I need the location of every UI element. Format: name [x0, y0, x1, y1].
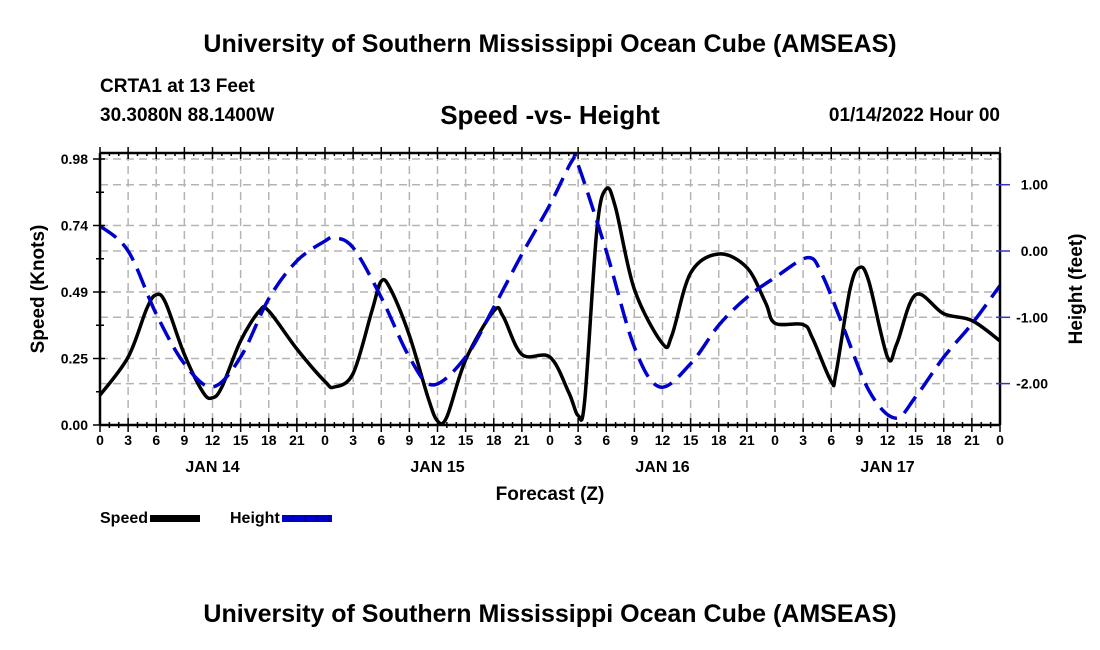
y-tick-label: 0.25 — [61, 351, 88, 367]
series-layer — [98, 152, 1002, 426]
x-tick-label: 21 — [289, 432, 305, 448]
axis-labels: 0 3 6 9 12 15 18 21 0 3 6 9 12 15 18 21 0 3 6 9 12 15 18 21 0 3 6 9… — [28, 151, 1087, 505]
x-tick-label: 9 — [405, 432, 413, 448]
chart-subtitle: Speed -vs- Height — [440, 100, 660, 130]
main-title: University of Southern Mississippi Ocean… — [203, 30, 897, 58]
x-tick-label: 12 — [880, 432, 896, 448]
x-tick-label: 3 — [124, 432, 132, 448]
x-tick-label: 15 — [683, 432, 699, 448]
x-tick-label: 0 — [546, 432, 554, 448]
legend-height: Height — [230, 510, 332, 528]
legend-speed-label: Speed — [100, 510, 149, 527]
axes — [93, 147, 1010, 432]
footer-title: University of Southern Mississippi Ocean… — [203, 600, 897, 628]
x-tick-label: 0 — [321, 432, 329, 448]
coordinates-label: 30.3080N 88.1400W — [100, 105, 275, 126]
x-tick-label: 6 — [152, 432, 160, 448]
x-tick-label: 18 — [936, 432, 952, 448]
x-tick-label: 21 — [739, 432, 755, 448]
legend-height-label: Height — [230, 510, 280, 527]
x-tick-label: 3 — [799, 432, 807, 448]
x-tick-label: 18 — [486, 432, 502, 448]
x-tick-label: 15 — [458, 432, 474, 448]
x-tick-label: 15 — [908, 432, 924, 448]
x-tick-label: 9 — [180, 432, 188, 448]
x-tick-label: 9 — [630, 432, 638, 448]
y2-tick-label: -2.00 — [1016, 376, 1048, 392]
legend-speed-swatch — [150, 515, 201, 523]
x-tick-label: 21 — [514, 432, 530, 448]
day-label: JAN 16 — [635, 459, 689, 476]
y-tick-label: 0.74 — [61, 218, 88, 234]
forecast-datestamp: 01/14/2022 Hour 00 — [828, 105, 1000, 126]
x-tick-label: 3 — [349, 432, 357, 448]
x-tick-label: 18 — [261, 432, 277, 448]
x-tick-label: 0 — [96, 432, 104, 448]
y-axis-title: Speed (Knots) — [28, 225, 49, 354]
y-tick-label: 0.98 — [61, 151, 88, 167]
x-tick-label: 6 — [377, 432, 385, 448]
x-tick-label: 12 — [430, 432, 446, 448]
y2-axis-title: Height (feet) — [1066, 234, 1087, 345]
x-tick-label: 6 — [827, 432, 835, 448]
x-tick-label: 0 — [771, 432, 779, 448]
x-tick-label: 0 — [996, 432, 1004, 448]
x-tick-label: 12 — [205, 432, 221, 448]
x-axis-title: Forecast (Z) — [496, 484, 605, 505]
x-tick-label: 3 — [574, 432, 582, 448]
series-line-height — [98, 152, 1002, 420]
y2-tick-label: 0.00 — [1021, 243, 1048, 259]
day-label: JAN 15 — [410, 459, 464, 476]
x-tick-label: 6 — [602, 432, 610, 448]
x-tick-label: 12 — [655, 432, 671, 448]
x-tick-label: 18 — [711, 432, 727, 448]
y-tick-label: 0.00 — [61, 417, 88, 433]
day-label: JAN 14 — [185, 459, 239, 476]
x-tick-label: 9 — [855, 432, 863, 448]
legend-height-swatch — [281, 515, 332, 523]
y2-tick-label: -1.00 — [1016, 309, 1048, 325]
series-line-speed — [98, 186, 1002, 426]
x-tick-label: 21 — [964, 432, 980, 448]
y-tick-label: 0.49 — [61, 284, 88, 300]
x-tick-label: 15 — [233, 432, 249, 448]
day-label: JAN 17 — [860, 459, 914, 476]
station-label: CRTA1 at 13 Feet — [100, 76, 255, 97]
y2-tick-label: 1.00 — [1021, 177, 1048, 193]
legend-speed: Speed — [100, 510, 201, 528]
